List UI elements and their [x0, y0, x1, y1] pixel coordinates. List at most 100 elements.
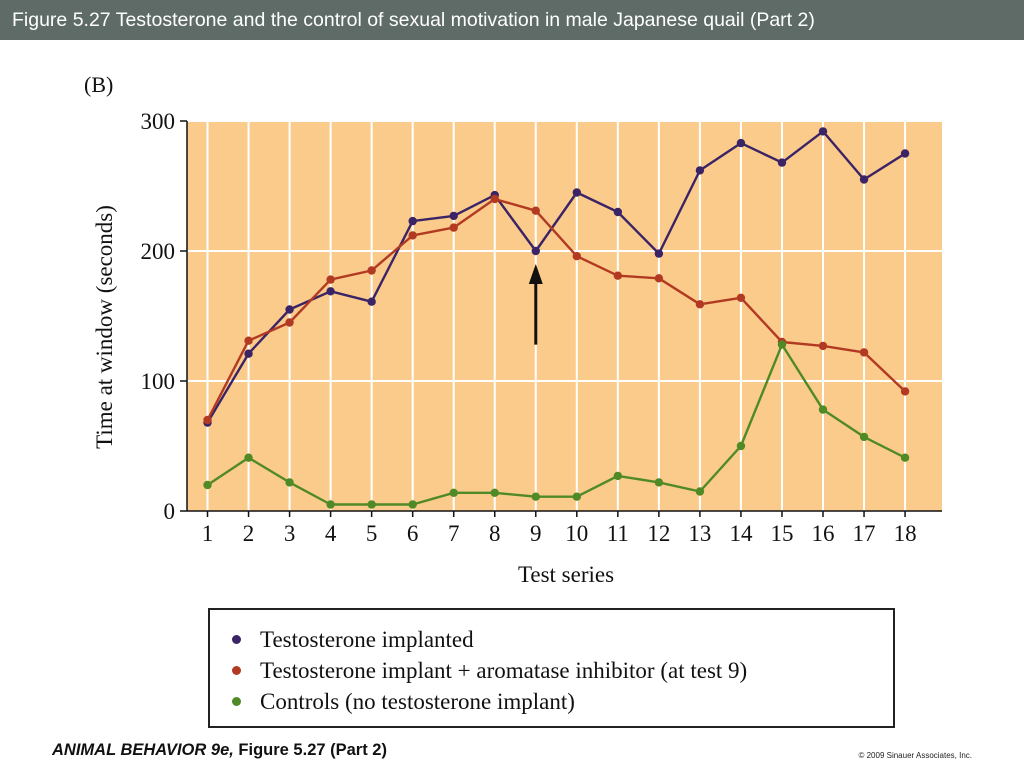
series-testosterone-implanted	[203, 127, 910, 427]
x-tick-label: 14	[729, 521, 753, 546]
data-point	[818, 341, 828, 351]
x-tick-label: 13	[688, 521, 711, 546]
data-point	[367, 297, 376, 306]
legend-item-aromatase-inhibitor: Testosterone implant + aromatase inhibit…	[210, 655, 893, 686]
arrow-head	[528, 264, 543, 284]
data-point	[859, 432, 869, 442]
data-point	[818, 127, 828, 136]
data-point	[531, 246, 540, 256]
x-tick-label: 11	[607, 521, 629, 546]
legend-item-controls: Controls (no testosterone implant)	[210, 686, 893, 717]
copyright-notice: © 2009 Sinauer Associates, Inc.	[858, 751, 972, 760]
x-tick-label: 3	[284, 521, 296, 546]
plot-background	[187, 121, 942, 511]
legend-label-controls: Controls (no testosterone implant)	[260, 688, 575, 714]
x-tick-label: 7	[448, 521, 460, 546]
data-point	[326, 500, 335, 509]
data-point	[531, 492, 540, 501]
x-tick-label: 16	[812, 521, 835, 546]
data-point	[408, 231, 417, 240]
data-point	[449, 488, 458, 497]
series-line	[206, 197, 906, 421]
legend-item-testosterone-implanted: Testosterone implanted	[210, 624, 893, 655]
data-point	[695, 300, 705, 309]
data-point	[613, 207, 623, 217]
data-point	[695, 166, 705, 175]
data-point	[285, 318, 294, 327]
annotations	[528, 264, 543, 345]
data-point	[736, 293, 746, 302]
data-point	[326, 275, 335, 284]
x-axis-label: Test series	[518, 562, 614, 587]
data-point	[285, 305, 294, 314]
x-tick-label: 10	[565, 521, 588, 546]
slide-title: Figure 5.27 Testosterone and the control…	[0, 0, 1024, 40]
x-tick-label: 4	[325, 521, 337, 546]
data-point	[490, 488, 499, 497]
figure-reference: Figure 5.27 (Part 2)	[233, 741, 387, 759]
data-point	[244, 349, 253, 358]
x-tick-label: 18	[894, 521, 917, 546]
x-tick-label: 2	[243, 521, 255, 546]
data-point	[367, 266, 376, 275]
data-point	[736, 441, 746, 451]
data-point	[244, 336, 253, 345]
data-point	[613, 271, 623, 280]
series-line	[206, 343, 906, 506]
data-point	[449, 211, 458, 221]
grid	[187, 120, 942, 511]
data-point	[367, 500, 376, 509]
x-tick-label: 5	[366, 521, 378, 546]
y-tick-label: 100	[141, 369, 176, 394]
book-title: ANIMAL BEHAVIOR 9e,	[52, 741, 234, 759]
data-point	[285, 478, 294, 487]
data-point	[326, 287, 335, 296]
series-aromatase-inhibitor	[203, 194, 910, 425]
data-point	[736, 138, 746, 148]
x-tick-label: 6	[407, 521, 419, 546]
data-point	[531, 206, 540, 215]
data-point	[572, 492, 582, 501]
data-point	[449, 223, 458, 232]
data-point	[203, 415, 212, 425]
series-line	[206, 130, 906, 424]
chart-legend: Testosterone implanted Testosterone impl…	[208, 608, 895, 728]
data-point	[859, 348, 869, 357]
data-point	[408, 500, 417, 509]
x-tick-label: 1	[202, 521, 214, 546]
data-point	[654, 249, 664, 258]
data-point	[654, 478, 664, 487]
data-point	[572, 252, 582, 261]
data-point	[572, 188, 582, 197]
legend-marker-controls	[232, 697, 241, 706]
data-point	[777, 340, 787, 349]
data-point	[490, 194, 499, 204]
y-tick-label: 300	[141, 109, 176, 134]
data-point	[900, 149, 910, 158]
legend-marker-testosterone-implanted	[232, 635, 241, 644]
data-point	[613, 471, 623, 481]
legend-marker-aromatase-inhibitor	[232, 666, 241, 675]
legend-label-testosterone-implanted: Testosterone implanted	[260, 626, 474, 652]
y-tick-label: 200	[141, 239, 176, 264]
data-point	[900, 387, 910, 396]
series-controls	[203, 340, 910, 509]
legend-label-aromatase-inhibitor: Testosterone implant + aromatase inhibit…	[260, 657, 748, 683]
y-axis-label: Time at window (seconds)	[92, 205, 117, 449]
x-tick-label: 12	[647, 521, 670, 546]
x-tick-label: 17	[853, 521, 876, 546]
data-point	[408, 216, 417, 226]
data-point	[203, 480, 212, 490]
data-point	[777, 158, 787, 167]
series	[203, 127, 910, 509]
x-tick-label: 8	[489, 521, 501, 546]
x-tick-label: 9	[530, 521, 542, 546]
panel-label: (B)	[84, 72, 113, 97]
y-tick-label: 0	[164, 499, 176, 524]
data-point	[654, 274, 664, 283]
data-point	[818, 405, 828, 414]
figure-credit: ANIMAL BEHAVIOR 9e, Figure 5.27 (Part 2)	[52, 741, 387, 760]
data-point	[859, 175, 869, 184]
